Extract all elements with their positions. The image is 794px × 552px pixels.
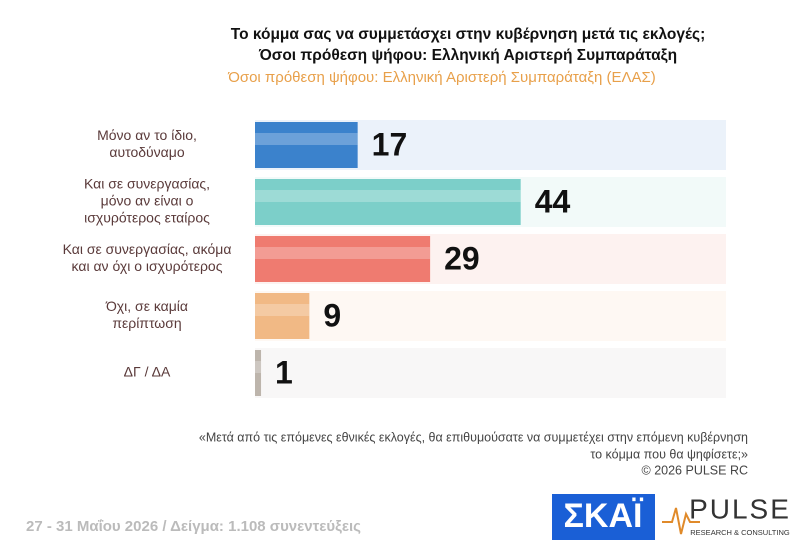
category-label: Και σε συνεργασίας, [84, 176, 210, 192]
skai-logo: ΣΚΑΪ [564, 497, 645, 535]
category-label: ισχυρότερος εταίρος [84, 210, 210, 226]
category-label: αυτοδύναμο [109, 144, 184, 160]
pulse-logo: PULSE [689, 493, 791, 524]
bar [255, 350, 262, 396]
value-label: 1 [275, 354, 293, 390]
value-label: 44 [535, 183, 571, 219]
note: το κόμμα που θα ψηφίσετε;» [590, 447, 748, 461]
category-label: μόνο αν είναι ο [101, 193, 194, 209]
value-label: 17 [372, 126, 408, 162]
bar-track [255, 348, 726, 398]
value-label: 9 [323, 297, 341, 333]
category-label: και αν όχι ο ισχυρότερος [72, 258, 223, 274]
category-label: Όχι, σε καμία [105, 298, 188, 314]
skai-logo-box [552, 494, 655, 540]
bar [255, 236, 431, 282]
bar [255, 293, 310, 339]
pulse-logo-sub: RESEARCH & CONSULTING [690, 528, 790, 537]
category-label: περίπτωση [112, 315, 181, 331]
category-label: Μόνο αν το ίδιο, [97, 127, 197, 143]
bar [255, 122, 358, 168]
note: «Μετά από τις επόμενες εθνικές εκλογές, … [199, 430, 748, 444]
chart-title: Όσοι πρόθεση ψήφου: Ελληνική Αριστερή Συ… [258, 47, 677, 64]
value-label: 29 [444, 240, 480, 276]
bar [255, 179, 521, 225]
category-label: ΔΓ / ΔΑ [124, 364, 171, 380]
category-label: Και σε συνεργασίας, ακόμα [63, 241, 232, 257]
bar-shine [255, 361, 262, 373]
pulse-icon [662, 507, 700, 535]
bar-shine [255, 304, 310, 316]
bar-track [255, 291, 726, 341]
bar-shine [255, 133, 358, 145]
bar-shine [255, 247, 431, 259]
bar-shine [255, 190, 521, 202]
note: © 2026 PULSE RC [642, 463, 748, 477]
chart-title: Το κόμμα σας να συμμετάσχει στην κυβέρνη… [231, 26, 705, 43]
footer: 27 - 31 Μαΐου 2026 / Δείγμα: 1.108 συνεν… [26, 518, 361, 535]
chart-subtitle: Όσοι πρόθεση ψήφου: Ελληνική Αριστερή Συ… [227, 69, 656, 86]
